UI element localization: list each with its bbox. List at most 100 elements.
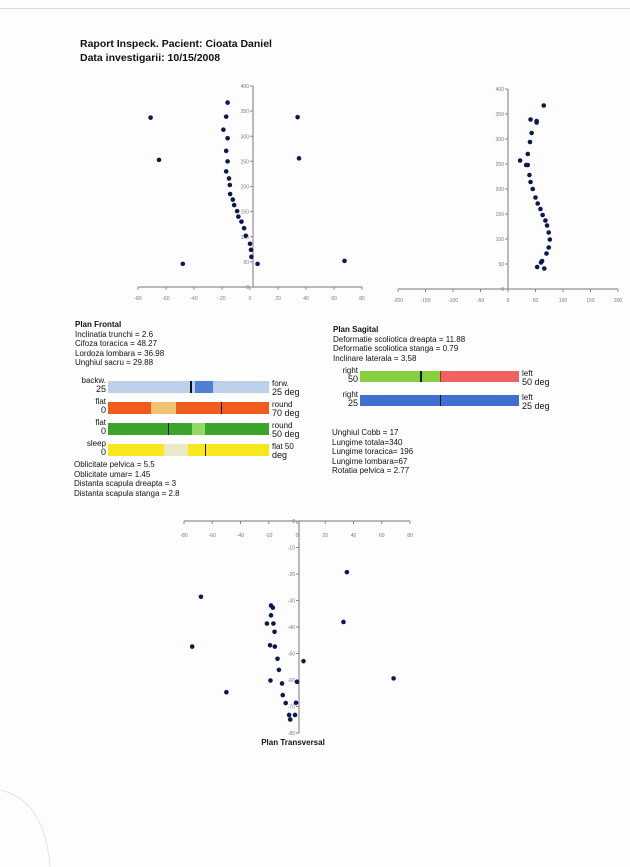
chart-title: Plan Transversal (261, 738, 325, 747)
bar-left-label: flat 0 (63, 397, 106, 415)
data-point (528, 179, 533, 185)
scatter-chart-sagital: -200 -150 -100 -50 0 50 100 150 200 0 50 100 150 200 2… (393, 87, 622, 304)
frontal-measures-after: Oblicitate pelvica = 5.5 Oblicitate umar… (74, 460, 180, 498)
bar-right-label-top: forw. (272, 379, 289, 388)
sagital-measures-after: Unghiul Cobb = 17 Lungime totala=340 Lun… (332, 428, 413, 476)
data-point (221, 127, 226, 133)
data-point (272, 629, 277, 635)
bar-right-label: left 25 deg (522, 393, 550, 411)
data-point (525, 151, 531, 157)
x-tick-label: -40 (237, 533, 244, 539)
x-tick-label: -20 (218, 296, 225, 302)
bar-left-zone (360, 395, 440, 406)
bar-right-label: flat 50 deg (272, 442, 294, 460)
y-tick-label: 300 (241, 134, 250, 140)
x-tick-label: 20 (275, 296, 281, 302)
y-tick-label: 100 (496, 237, 505, 243)
bar-right-label-bottom: 25 deg (272, 387, 300, 397)
data-point (243, 233, 249, 239)
scan-edge-line (0, 8, 630, 9)
bar-left-label: backw. 25 (63, 376, 106, 394)
bar-right-label: forw. 25 deg (272, 379, 300, 397)
x-tick-label: -80 (180, 533, 187, 539)
sagital-measure: Lungime lombara=67 (332, 456, 408, 466)
x-tick-label: -40 (190, 296, 197, 302)
data-point (272, 644, 278, 649)
bar-zone (194, 381, 213, 393)
bar-left-label-top: right (342, 366, 358, 375)
data-point (189, 644, 195, 649)
data-point (296, 156, 302, 161)
y-tick-label: 300 (496, 137, 505, 143)
y-tick-label: 400 (241, 84, 250, 90)
y-tick-label: -30 (288, 599, 295, 605)
data-point (525, 162, 531, 168)
bar-right-label-top: round (272, 400, 293, 409)
bar-left-label-bottom: 25 (95, 384, 106, 394)
bar-left-label-top: flat (95, 418, 106, 427)
sagital-range-bar (360, 371, 519, 382)
data-point (547, 237, 553, 242)
bar-left-label-top: flat (95, 397, 106, 406)
y-tick-label: -80 (288, 731, 295, 737)
data-point (270, 605, 276, 610)
y-tick-label: -40 (288, 625, 295, 631)
bar-marker (220, 402, 223, 414)
sagital-measure: Lungime toracica= 196 (332, 447, 414, 457)
bar-left-label: sleep 0 (63, 439, 106, 457)
x-tick-label: 0 (249, 296, 252, 302)
data-point (544, 223, 550, 228)
x-tick-label: 150 (586, 298, 595, 304)
x-tick-label: 80 (407, 533, 413, 539)
y-tick-label: -50 (288, 652, 295, 658)
x-tick-label: -60 (162, 296, 169, 302)
bar-left-label-bottom: 25 (347, 398, 358, 408)
frontal-range-bar (108, 402, 269, 414)
bar-left-label: right 50 (315, 366, 358, 384)
y-tick-label: 150 (496, 212, 505, 218)
data-point (231, 202, 237, 208)
bar-right-label-bottom: deg (272, 450, 288, 460)
y-tick-label: -20 (288, 572, 295, 578)
bar-right-label-bottom: 25 deg (522, 401, 550, 411)
bar-left-label: flat 0 (63, 418, 106, 436)
bar-zone (191, 423, 205, 435)
frontal-measure: Inclinatia trunchi = 2.6 (75, 329, 154, 339)
y-tick-label: 350 (241, 109, 250, 115)
x-tick-label: 20 (322, 533, 328, 539)
x-tick-label: -80 (134, 296, 141, 302)
bar-left-label-top: right (342, 390, 358, 399)
sagital-measure: Inclinare laterala = 3.58 (333, 353, 417, 363)
y-tick-label: 250 (496, 162, 505, 168)
bar-left-label-bottom: 0 (100, 447, 106, 457)
y-tick-label: -10 (288, 546, 295, 552)
x-tick-label: 60 (331, 296, 337, 302)
frontal-measure: Distanta scapula dreapta = 3 (74, 479, 177, 489)
data-point (533, 195, 538, 200)
y-tick-label: 0 (246, 285, 249, 291)
x-tick-label: -60 (209, 533, 216, 539)
data-point (223, 114, 229, 119)
data-point (148, 115, 153, 120)
bar-right-label: round 50 deg (272, 421, 300, 439)
bar-left-zone (360, 371, 440, 382)
x-tick-label: 40 (303, 296, 309, 302)
data-point (541, 103, 547, 108)
data-point (180, 261, 186, 267)
frontal-range-bar (108, 381, 269, 393)
data-point (529, 130, 534, 136)
data-point (223, 148, 229, 154)
frontal-measure: Distanta scapula stanga = 2.8 (74, 488, 180, 498)
data-point (249, 254, 254, 260)
data-point (236, 214, 241, 219)
frontal-heading: Plan Frontal (75, 320, 122, 329)
data-point (198, 594, 204, 600)
data-point (276, 667, 282, 673)
report-header: Raport Inspeck. Pacient: Cioata Daniel D… (80, 37, 272, 65)
y-tick-label: -60 (288, 678, 295, 684)
bar-marker (167, 423, 170, 435)
data-point (255, 261, 260, 267)
frontal-measure: Cifoza toracica = 48.27 (75, 339, 158, 349)
data-point (283, 700, 289, 706)
data-point (534, 264, 540, 270)
